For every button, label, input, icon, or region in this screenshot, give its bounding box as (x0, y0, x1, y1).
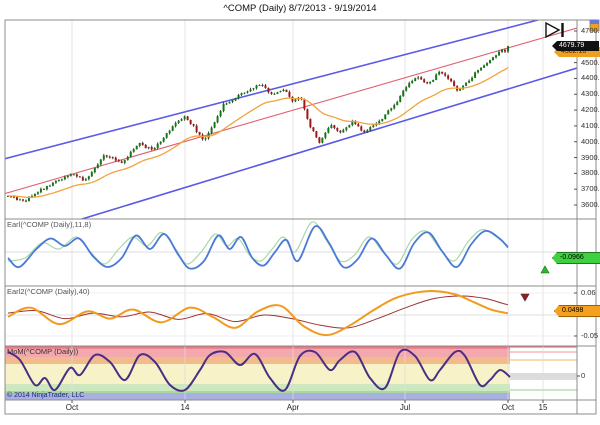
price-tick-label: 4100.00 (581, 120, 600, 130)
mom-bands (5, 346, 577, 400)
mom-panel-label: MoM(^COMP (Daily)) (7, 347, 79, 356)
chart-frame (4, 19, 597, 415)
price-tick-label: 4500.00 (581, 57, 600, 67)
price-tick-label: 4700.00 (581, 26, 600, 35)
earl2-down-arrow-icon (520, 293, 530, 302)
price-tick-label: 3600.00 (581, 199, 600, 209)
mom-zero-tick-label: 0 (581, 371, 586, 380)
earl-up-arrow-icon (540, 265, 550, 274)
earl-panel-label: Earl(^COMP (Daily),11,8) (7, 220, 92, 229)
earl2-panel-label: Earl2(^COMP (Daily),40) (7, 287, 90, 296)
time-tick-label: 14 (180, 403, 190, 412)
chart-title: ^COMP (Daily) 8/7/2013 - 9/19/2014 (223, 3, 377, 14)
time-tick-label: Oct (501, 403, 515, 412)
earl2-lines (7, 290, 509, 337)
earl2-value-marker: 0.0498 (554, 305, 600, 317)
price-tick-label: 4300.00 (581, 89, 600, 99)
candlesticks (7, 45, 509, 203)
time-tick-label: 15 (538, 403, 548, 412)
chart-properties-icon[interactable] (589, 19, 600, 32)
earl-lines (7, 221, 509, 270)
price-tick-label: 4200.00 (581, 105, 600, 115)
price-tick-label: 3700.00 (581, 184, 600, 194)
previous-price-marker: 4582.10 (554, 47, 600, 57)
trend-channel (5, 20, 577, 219)
price-tick-label: 4000.00 (581, 136, 600, 146)
price-tick-label: 3800.00 (581, 168, 600, 178)
gridlines (5, 20, 577, 400)
earl2-tick-label: 0.06 (581, 288, 596, 297)
go-to-end-button[interactable] (545, 21, 564, 39)
last-price-marker: 4679.79 (552, 41, 599, 51)
price-tick-label: 3900.00 (581, 152, 600, 162)
time-tick-label: Oct (65, 403, 79, 412)
earl-value-marker: -0.0966 (552, 252, 600, 264)
price-tick-label: 4400.00 (581, 73, 600, 83)
time-tick-label: Apr (286, 403, 300, 412)
copyright-notice: © 2014 NinjaTrader, LLC (7, 392, 85, 399)
earl2-tick-label: -0.05 (581, 331, 599, 340)
time-tick-label: Jul (399, 403, 411, 412)
mom-line (7, 348, 511, 392)
